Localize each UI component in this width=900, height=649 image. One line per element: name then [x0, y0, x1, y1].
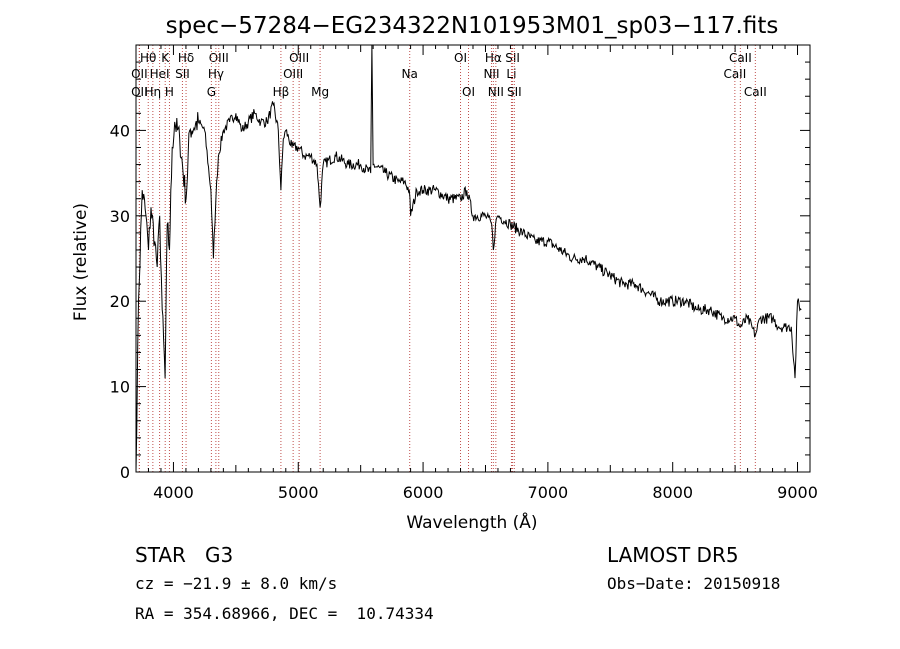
spectral-line-label: OIII: [209, 51, 229, 65]
observation-date: Obs−Date: 20150918: [607, 574, 781, 593]
redshift-velocity: cz = −21.9 ± 8.0 km/s: [135, 574, 338, 593]
x-tick-label: 4000: [153, 483, 194, 502]
x-tick-label: 5000: [278, 483, 319, 502]
spectral-line-label: Hθ: [140, 51, 156, 65]
spectral-line-label: Hβ: [273, 85, 290, 99]
spectral-line-label: OI: [454, 51, 467, 65]
spectral-line-label: SII: [507, 85, 522, 99]
spectral-line-label: OII: [131, 67, 148, 81]
y-axis-label: Flux (relative): [71, 203, 91, 321]
spectral-line-label: OII: [131, 85, 148, 99]
spectral-line-label: OIII: [289, 51, 309, 65]
spectral-line-label: NII: [483, 67, 499, 81]
spectral-line-label: Na: [402, 67, 418, 81]
axes: 4000 5000 6000 7000 8000 9000 0 10 20 30 40: [110, 45, 818, 502]
plot-frame: [135, 44, 811, 473]
x-axis-label: Wavelength (Å): [406, 511, 537, 533]
spectral-line-label: G: [207, 85, 216, 99]
spectral-line-label: Hγ: [208, 67, 224, 81]
survey-name: LAMOST DR5: [607, 543, 739, 567]
x-tick-label: 6000: [403, 483, 444, 502]
y-tick-label: 20: [110, 292, 130, 311]
spectral-line-label: HeI: [150, 67, 170, 81]
spectral-line-label: Hα: [485, 51, 502, 65]
chart-title: spec−57284−EG234322N101953M01_sp03−117.f…: [166, 13, 779, 39]
spectral-line-label: CaII: [723, 67, 746, 81]
spectrum-line: [135, 44, 802, 473]
spectral-line-label: NII: [488, 85, 504, 99]
y-tick-label: 10: [110, 378, 130, 397]
spectral-line-label: CaII: [744, 85, 767, 99]
y-tick-label: 0: [120, 463, 130, 482]
object-class: STAR: [135, 543, 186, 567]
object-subclass: G3: [205, 543, 234, 567]
spectral-line-label: H: [165, 85, 174, 99]
x-tick-label: 7000: [528, 483, 569, 502]
x-tick-label: 9000: [777, 483, 818, 502]
spectral-line-label: CaII: [729, 51, 752, 65]
spectral-line-label: SII: [175, 67, 190, 81]
spectral-line-label: Hδ: [178, 51, 194, 65]
spectral-line-label: Hη: [145, 85, 162, 99]
x-tick-label: 8000: [652, 483, 693, 502]
spectral-line-label: K: [161, 51, 170, 65]
spectral-line-label: OIII: [283, 67, 303, 81]
coordinates: RA = 354.68966, DEC = 10.74334: [135, 604, 434, 623]
spectral-line-label: Mg: [311, 85, 329, 99]
y-tick-label: 40: [110, 121, 130, 140]
y-tick-label: 30: [110, 207, 130, 226]
spectral-line-label: Li: [506, 67, 516, 81]
spectral-line-label: SII: [505, 51, 520, 65]
spectral-line-label: OI: [462, 85, 475, 99]
